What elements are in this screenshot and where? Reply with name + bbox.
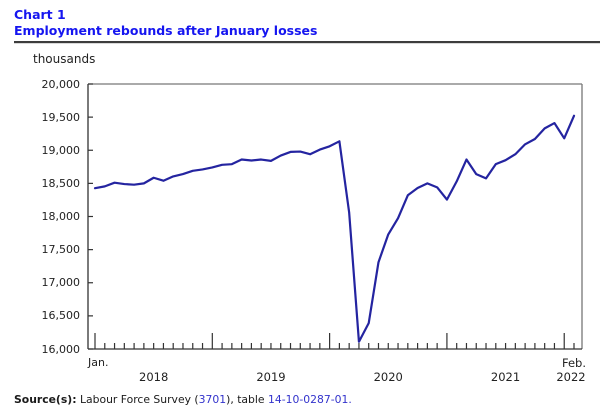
chart-number: Chart 1 (14, 7, 66, 22)
y-tick-label: 18,000 (41, 210, 81, 223)
x-label-feb: Feb. (561, 356, 587, 370)
y-tick-label: 17,500 (41, 243, 81, 257)
source-prefix: Source(s): (14, 393, 77, 406)
x-label-year-2019: 2019 (256, 370, 286, 384)
x-label-year-2021: 2021 (490, 370, 521, 384)
y-tick-label: 17,000 (41, 276, 81, 290)
x-label-year-2020: 2020 (373, 370, 403, 384)
x-label-year-2018: 2018 (139, 370, 169, 384)
x-label-year-2022: 2022 (556, 370, 586, 384)
y-axis-unit-label: thousands (33, 52, 96, 66)
source-link-survey-3701[interactable]: 3701 (198, 393, 227, 406)
y-tick-label: 16,500 (41, 309, 81, 323)
y-tick-label: 18,500 (41, 176, 81, 190)
source-text: Labour Force Survey ( (76, 393, 199, 406)
x-label-jan: Jan. (88, 356, 109, 369)
source-note: Source(s): Labour Force Survey (3701), t… (14, 393, 352, 406)
chart-header: Chart 1 Employment rebounds after Januar… (14, 7, 600, 39)
source-suffix: . (348, 393, 352, 406)
y-tick-label: 19,500 (41, 110, 81, 124)
employment-line-series (93, 114, 576, 343)
source-link-table-number[interactable]: 14-10-0287-01 (267, 393, 349, 406)
source-text-2: ), table (226, 393, 268, 406)
y-tick-label: 20,000 (41, 77, 81, 91)
chart-title: Employment rebounds after January losses (14, 23, 318, 38)
y-tick-label: 16,000 (41, 342, 81, 356)
title-rule (14, 41, 600, 44)
y-tick-label: 19,000 (41, 143, 81, 157)
